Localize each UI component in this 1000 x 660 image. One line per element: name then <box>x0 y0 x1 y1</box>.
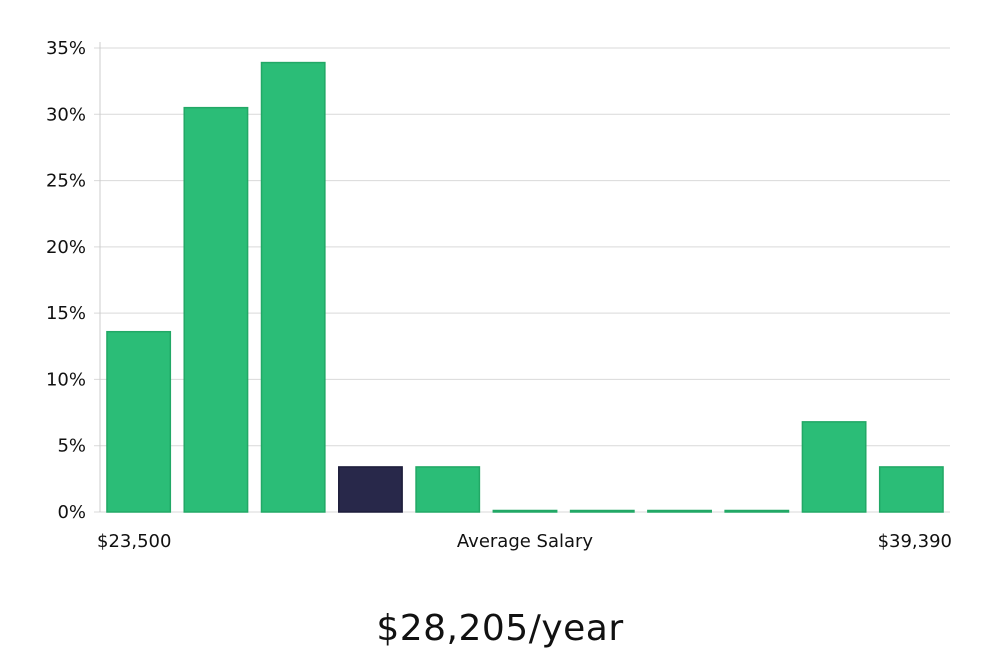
y-tick-label: 25% <box>46 171 86 192</box>
y-tick-label: 30% <box>46 104 86 125</box>
bar <box>415 466 481 513</box>
y-tick-label: 5% <box>57 436 86 457</box>
bar <box>647 509 712 513</box>
y-tick-label: 0% <box>57 502 86 523</box>
bar <box>106 330 172 513</box>
bar-highlighted <box>338 466 403 513</box>
bar <box>183 106 249 513</box>
bar <box>260 61 326 513</box>
y-tick-label: 10% <box>46 369 86 390</box>
bar <box>801 421 867 513</box>
x-min-label: $23,500 <box>97 531 171 552</box>
bar <box>569 509 635 513</box>
bar <box>492 509 558 513</box>
bars <box>106 61 944 513</box>
x-axis-title: Average Salary <box>457 531 594 552</box>
bar <box>878 466 944 513</box>
y-tick-label: 20% <box>46 237 86 258</box>
y-tick-label: 35% <box>46 38 86 59</box>
y-tick-label: 15% <box>46 303 86 324</box>
salary-histogram: 0% 5% 10% 15% 20% 25% 30% 35% $23,500 Average S… <box>46 38 952 552</box>
bar <box>724 509 790 513</box>
average-salary-value: $28,205/year <box>376 608 624 649</box>
x-max-label: $39,390 <box>878 531 952 552</box>
y-axis-ticks: 0% 5% 10% 15% 20% 25% 30% 35% <box>46 38 86 523</box>
